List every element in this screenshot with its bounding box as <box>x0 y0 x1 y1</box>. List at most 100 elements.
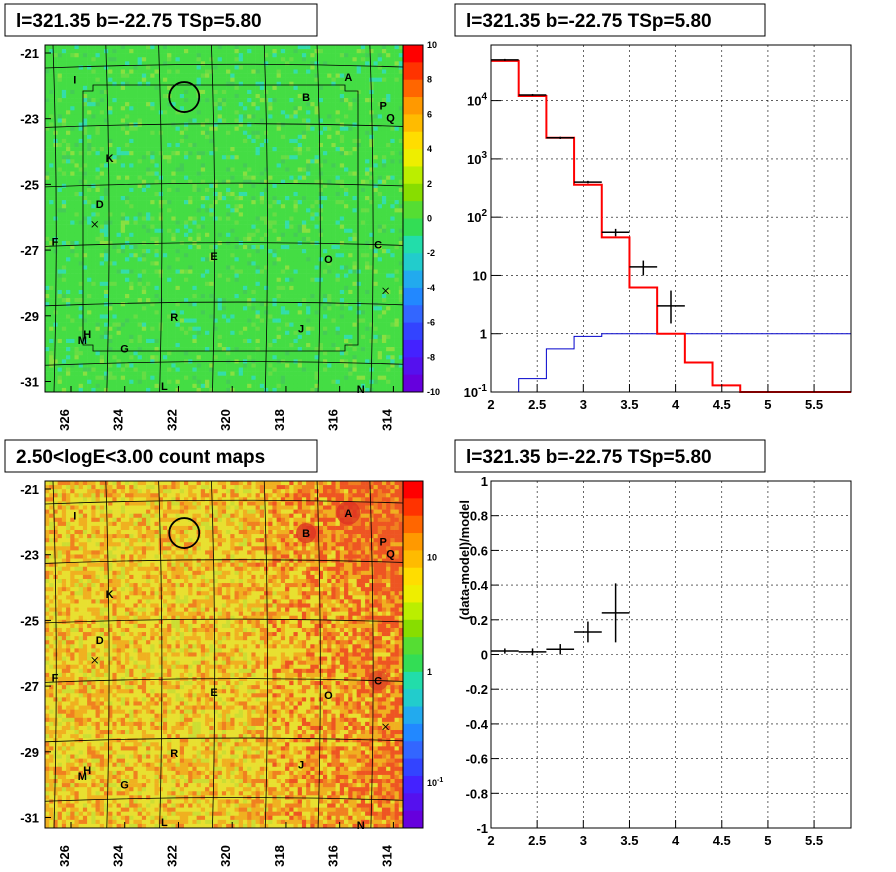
map-pixel <box>112 257 117 262</box>
map-pixel <box>99 232 105 238</box>
map-pixel <box>74 294 79 299</box>
map-pixel <box>276 326 282 332</box>
map-pixel <box>162 89 168 95</box>
map-pixel <box>213 269 218 274</box>
map-pixel <box>209 73 214 78</box>
map-pixel <box>70 69 75 74</box>
map-pixel <box>259 281 265 287</box>
map-pixel <box>137 200 143 205</box>
map-pixel <box>175 98 181 103</box>
map-pixel <box>87 130 92 136</box>
map-pixel <box>78 212 84 217</box>
map-pixel <box>205 208 210 213</box>
map-pixel <box>146 318 151 323</box>
map-pixel <box>82 285 88 291</box>
map-pixel <box>120 347 126 352</box>
map-pixel <box>99 167 105 172</box>
map-pixel <box>242 191 248 197</box>
map-pixel <box>57 163 63 168</box>
map-pixel <box>141 147 147 152</box>
map-pixel <box>276 314 282 319</box>
map-pixel <box>188 204 193 209</box>
map-pixel <box>137 269 143 274</box>
map-pixel <box>91 355 96 360</box>
map-pixel <box>74 240 79 246</box>
map-pixel <box>247 228 252 234</box>
map-pixel <box>213 265 218 270</box>
map-pixel <box>74 159 79 164</box>
map-pixel <box>280 310 286 315</box>
map-pixel <box>162 371 168 376</box>
map-pixel <box>112 200 117 205</box>
map-pixel <box>45 77 50 83</box>
map-pixel <box>247 45 252 50</box>
map-pixel <box>150 355 155 360</box>
map-pixel <box>259 200 265 205</box>
map-pixel <box>87 240 92 246</box>
map-pixel <box>112 163 117 168</box>
map-pixel <box>120 351 126 356</box>
map-pixel <box>158 285 164 291</box>
map-pixel <box>289 93 294 99</box>
map-pixel <box>78 191 84 197</box>
map-pixel <box>45 220 50 225</box>
map-pixel <box>70 208 75 213</box>
map-pixel <box>188 375 193 381</box>
map-pixel <box>133 289 138 295</box>
map-pixel <box>289 49 294 54</box>
map-pixel <box>125 224 130 229</box>
map-pixel <box>251 130 256 136</box>
map-pixel <box>137 257 143 262</box>
map-pixel <box>57 326 63 332</box>
map-pixel <box>91 151 96 156</box>
map-pixel <box>120 269 126 274</box>
map-pixel <box>78 89 84 95</box>
map-pixel <box>234 212 240 217</box>
map-pixel <box>251 85 256 91</box>
map-pixel <box>289 134 294 140</box>
map-pixel <box>112 49 117 54</box>
map-pixel <box>108 98 113 103</box>
map-pixel <box>141 110 147 115</box>
map-pixel <box>70 163 75 168</box>
map-pixel <box>91 45 96 50</box>
map-pixel <box>205 269 210 274</box>
map-pixel <box>74 65 79 70</box>
map-pixel <box>280 77 286 83</box>
map-pixel <box>120 163 126 168</box>
map-pixel <box>268 306 273 311</box>
map-pixel <box>146 355 151 360</box>
map-pixel <box>87 200 92 205</box>
map-pixel <box>196 343 202 348</box>
map-pixel <box>141 159 147 164</box>
map-pixel <box>217 310 223 315</box>
map-pixel <box>158 200 164 205</box>
map-pixel <box>221 363 227 368</box>
map-pixel <box>129 191 134 197</box>
map-pixel <box>82 363 88 368</box>
map-pixel <box>188 53 193 58</box>
map-pixel <box>272 249 277 254</box>
map-pixel <box>129 347 134 352</box>
map-pixel <box>137 65 143 70</box>
map-pixel <box>61 289 67 295</box>
map-pixel <box>242 147 248 152</box>
map-pixel <box>272 322 277 327</box>
map-pixel <box>200 61 206 66</box>
map-pixel <box>259 347 265 352</box>
map-pixel <box>192 281 197 287</box>
map-pixel <box>125 253 130 258</box>
map-pixel <box>150 147 155 152</box>
map-pixel <box>116 134 122 140</box>
map-pixel <box>74 53 79 58</box>
map-pixel <box>188 196 193 201</box>
map-pixel <box>264 200 269 205</box>
map-pixel <box>112 228 117 234</box>
map-pixel <box>141 249 147 254</box>
map-pixel <box>158 89 164 95</box>
map-pixel <box>280 98 286 103</box>
map-pixel <box>57 77 63 83</box>
map-pixel <box>87 65 92 70</box>
map-pixel <box>82 167 88 172</box>
map-pixel <box>280 330 286 336</box>
